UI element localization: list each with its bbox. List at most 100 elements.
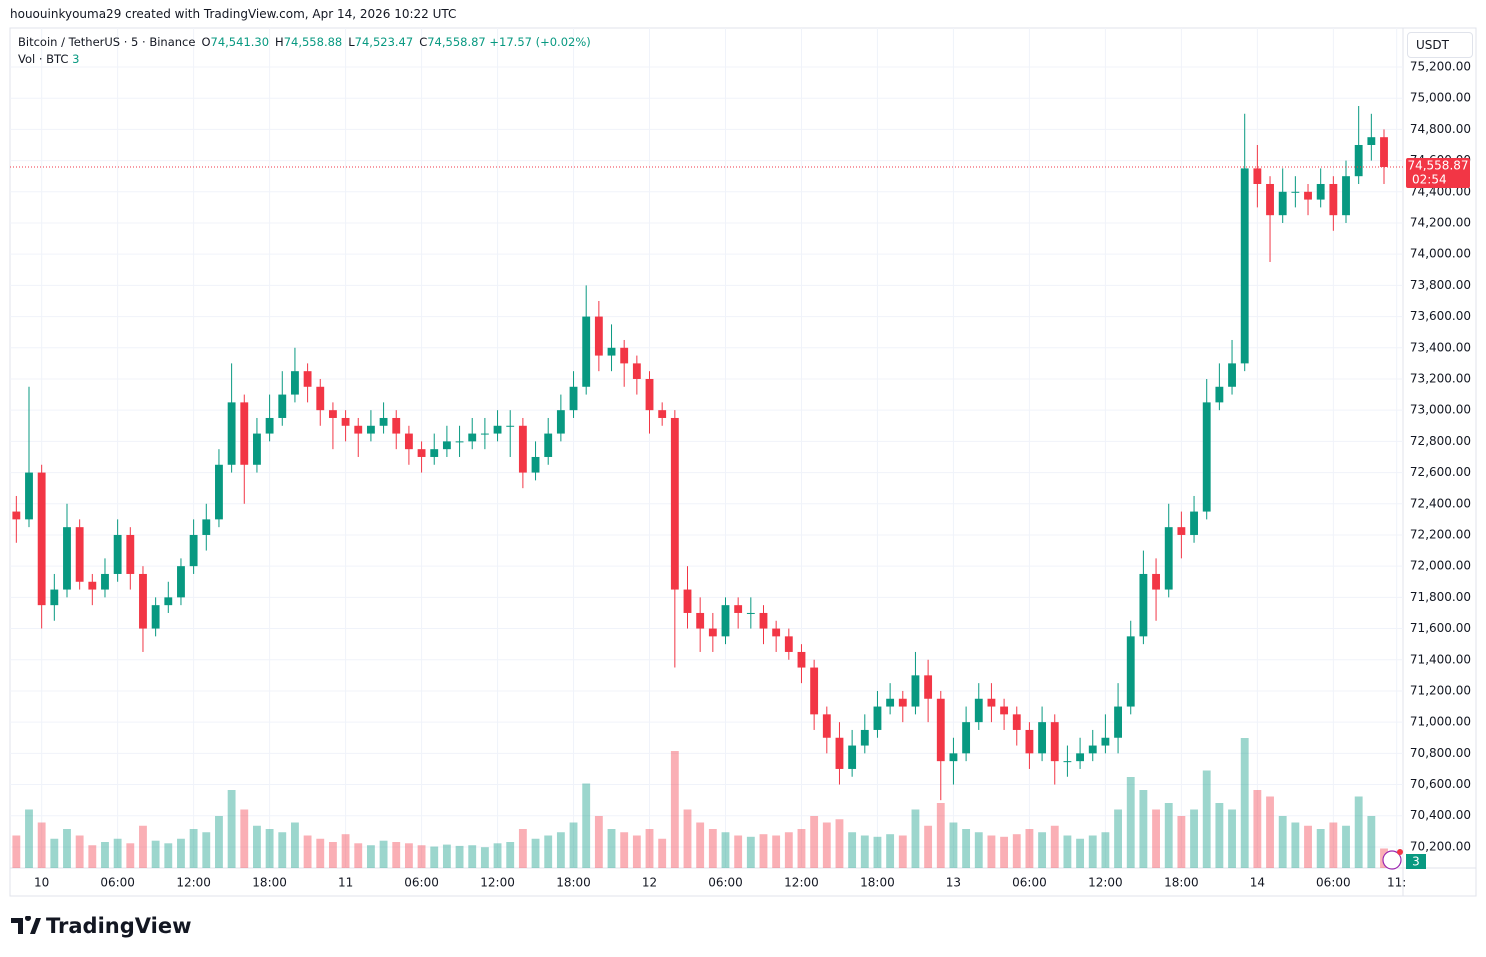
x-tick-label: 12:00 [176, 876, 211, 890]
candle-body [75, 527, 84, 582]
y-tick-label: 75,000.00 [1410, 91, 1471, 105]
axes: 70,200.00 70,400.00 70,600.00 70,800.00 71,0… [10, 59, 1471, 890]
volume-bar [354, 843, 363, 868]
volume-bar [1088, 835, 1097, 868]
volume-bar [50, 838, 59, 868]
symbol: Bitcoin / TetherUS · 5 · Binance [18, 35, 196, 49]
candle-body [126, 534, 135, 574]
volume-bar [303, 835, 312, 868]
volume-bar [316, 838, 325, 868]
volume-bar [1000, 836, 1009, 868]
volume-bar [873, 836, 882, 868]
candle-body [316, 386, 325, 411]
volume-bar [1215, 803, 1224, 868]
candle-body [366, 425, 375, 434]
candle-body [1063, 761, 1072, 763]
volume-bar [810, 816, 819, 868]
volume-pane [12, 738, 1388, 868]
candle-body [1291, 191, 1300, 193]
x-tick-label: 14 [1250, 876, 1265, 890]
volume-bar [835, 819, 844, 868]
candle-body [455, 441, 464, 443]
brand: TradingView [46, 914, 192, 938]
candle-body [924, 675, 933, 699]
candle-body [1304, 191, 1312, 200]
volume-bar [1190, 809, 1198, 868]
candle-body [1253, 168, 1262, 184]
candle-body [556, 410, 565, 434]
volume-bar [987, 835, 996, 868]
volume-bar [379, 840, 388, 868]
candle-body [658, 410, 667, 418]
alert-icon [1382, 850, 1402, 870]
volume-bar [1253, 790, 1262, 868]
volume-bar [468, 845, 477, 868]
candle-body [468, 433, 477, 442]
volume-bar [455, 845, 464, 868]
volume-bar [962, 829, 971, 868]
y-tick-label: 71,800.00 [1410, 590, 1471, 604]
last-price-label: 74,558.87 [1407, 159, 1468, 173]
y-tick-label: 74,800.00 [1410, 122, 1471, 136]
volume-bar [392, 842, 401, 868]
volume-badge: 3 [1412, 855, 1420, 869]
volume-bar [898, 835, 907, 868]
ohlc-key: C [419, 35, 428, 49]
ohlc-key: O [201, 35, 211, 49]
volume-bar [1228, 809, 1236, 868]
volume-bar [25, 809, 33, 868]
y-tick-label: 72,000.00 [1410, 559, 1471, 573]
candle-body [493, 425, 502, 434]
candle-body [442, 441, 451, 450]
x-tick-label: 06:00 [1316, 876, 1351, 890]
candle-body [721, 605, 730, 637]
candle-body [759, 612, 768, 629]
candle-body [835, 737, 844, 769]
candle-body [379, 417, 388, 426]
x-tick-label: 06:00 [100, 876, 135, 890]
volume-bar [164, 843, 173, 868]
volume-bar [746, 836, 755, 868]
candle-body [708, 628, 717, 637]
volume-bar [442, 844, 451, 868]
y-tick-label: 73,400.00 [1410, 340, 1471, 354]
candle-body [1088, 745, 1097, 754]
volume-bar [37, 822, 46, 868]
y-tick-label: 72,200.00 [1410, 527, 1471, 541]
candle-body [291, 371, 299, 395]
volume-badge-box [1406, 854, 1426, 869]
volume-bar [417, 845, 426, 868]
candle-body [797, 651, 806, 668]
volume-label: Vol · BTC [18, 52, 69, 66]
candle-body [1152, 573, 1160, 590]
candle-body [810, 667, 819, 715]
volume-bar [430, 846, 439, 868]
x-tick-label: 18:00 [860, 876, 895, 890]
candle-body [822, 714, 831, 738]
y-tick-label: 72,400.00 [1410, 496, 1471, 510]
candle-body [265, 417, 274, 434]
volume-bar [1240, 738, 1249, 868]
volume-bar [506, 842, 515, 868]
candle-body [113, 534, 122, 574]
candle-body [1000, 706, 1009, 715]
volume-bar [1342, 825, 1350, 868]
y-tick-label: 72,600.00 [1410, 465, 1471, 479]
candle-body [1367, 137, 1376, 145]
x-tick-label: 18:00 [252, 876, 287, 890]
candle-body [480, 433, 489, 435]
candle-body [1329, 183, 1338, 216]
volume-bar [1354, 796, 1363, 868]
y-tick-label: 71,400.00 [1410, 652, 1471, 666]
currency-button[interactable]: USDT [1407, 32, 1473, 58]
candle-body [974, 698, 983, 723]
candle-body [1038, 722, 1047, 754]
candle-body [1215, 386, 1224, 403]
y-tick-label: 74,000.00 [1410, 247, 1471, 261]
candle-body [1101, 737, 1110, 746]
volume-bar [949, 822, 958, 868]
x-tick-label: 18:00 [1164, 876, 1199, 890]
volume-bar [1278, 816, 1287, 868]
volume-bar [1304, 825, 1312, 868]
